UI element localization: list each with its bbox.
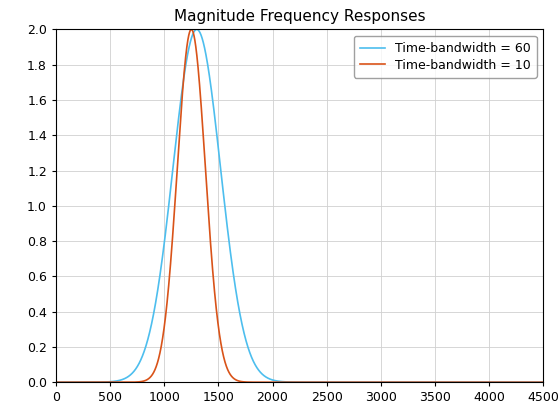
Line: Time-bandwidth = 10: Time-bandwidth = 10 — [56, 29, 543, 382]
Time-bandwidth = 10 — [514, 380, 521, 385]
Time-bandwidth = 60 — [73, 380, 80, 385]
Time-bandwidth = 10 — [188, 27, 195, 32]
Line: Time-bandwidth = 60: Time-bandwidth = 60 — [56, 29, 543, 382]
Time-bandwidth = 10 — [148, 373, 155, 378]
Time-bandwidth = 60 — [514, 380, 521, 385]
Legend: Time-bandwidth = 60, Time-bandwidth = 10: Time-bandwidth = 60, Time-bandwidth = 10 — [354, 36, 537, 78]
Time-bandwidth = 60 — [193, 27, 200, 32]
Time-bandwidth = 10 — [540, 380, 547, 385]
Time-bandwidth = 10 — [53, 380, 59, 385]
Time-bandwidth = 10 — [73, 380, 80, 385]
Time-bandwidth = 10 — [82, 380, 88, 385]
Time-bandwidth = 60 — [82, 380, 88, 385]
Time-bandwidth = 60 — [148, 322, 155, 327]
Time-bandwidth = 60 — [540, 380, 547, 385]
Time-bandwidth = 60 — [291, 380, 297, 385]
Title: Magnitude Frequency Responses: Magnitude Frequency Responses — [174, 9, 426, 24]
Time-bandwidth = 10 — [55, 380, 62, 385]
Time-bandwidth = 60 — [53, 380, 59, 385]
Time-bandwidth = 60 — [55, 380, 62, 385]
Time-bandwidth = 10 — [291, 380, 297, 385]
